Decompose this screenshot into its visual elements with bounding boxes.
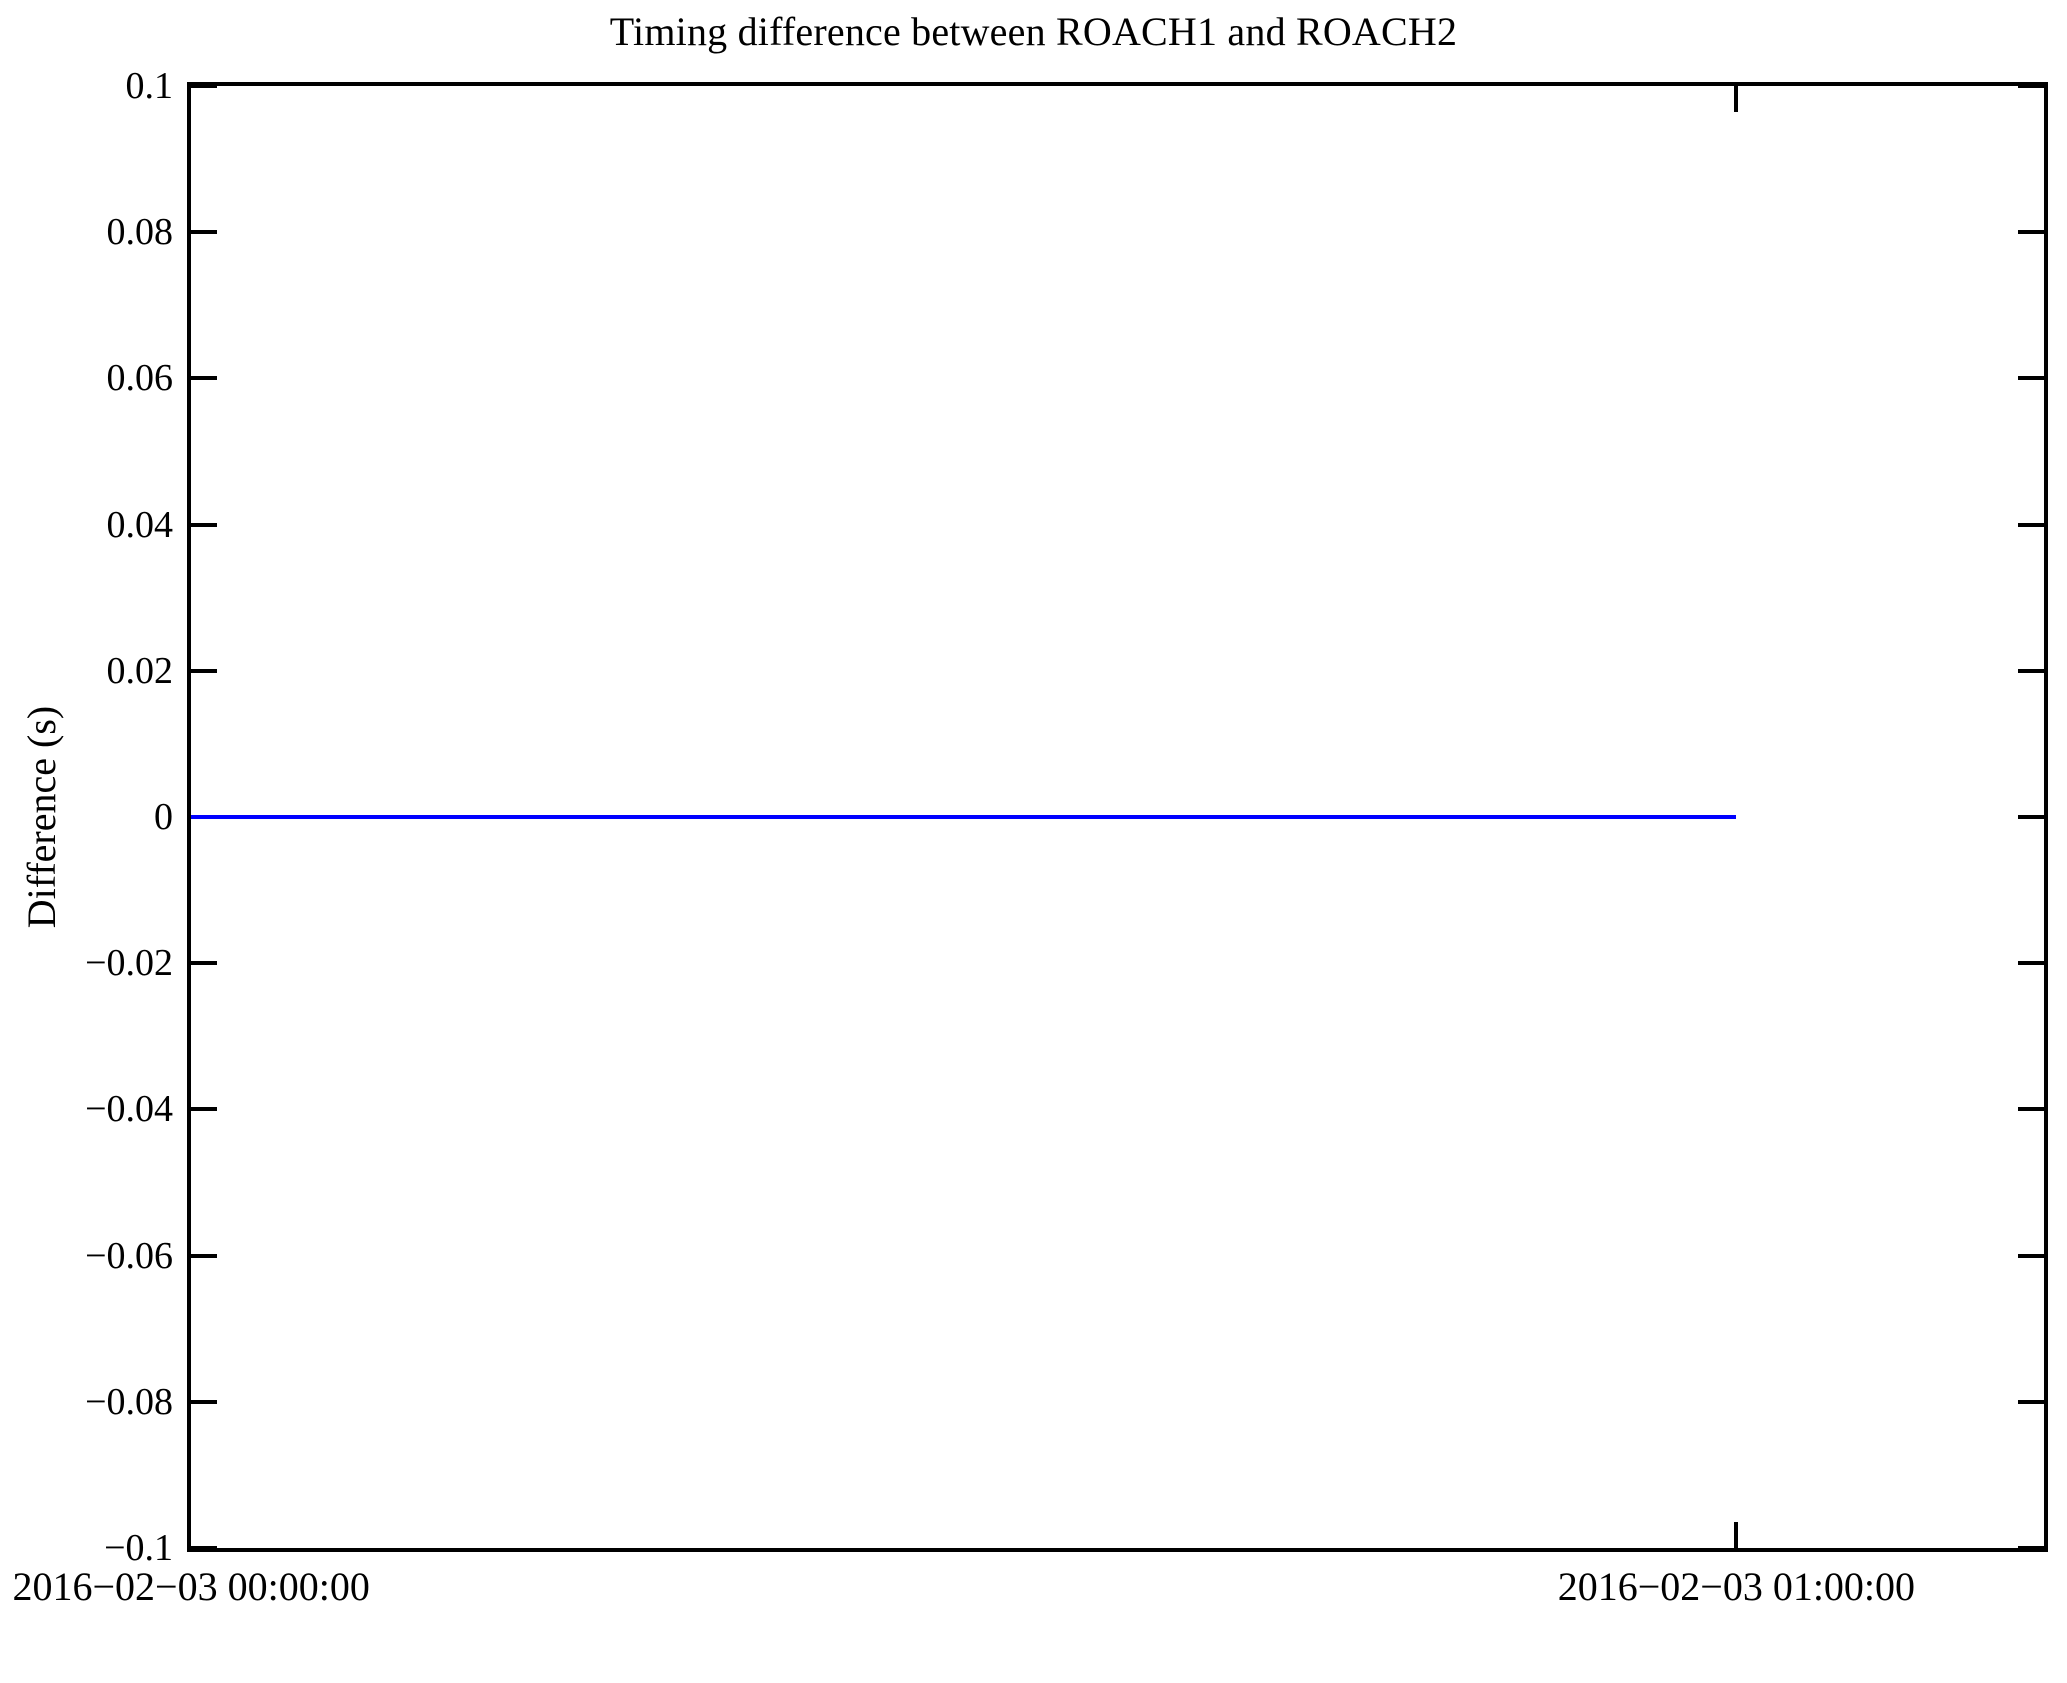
y-axis-tick	[191, 1253, 217, 1258]
chart-title: Timing difference between ROACH1 and ROA…	[609, 9, 1458, 54]
x-axis-tick	[1734, 1522, 1739, 1548]
y-axis-tick	[191, 1546, 217, 1550]
y-axis-tick-label: 0.1	[125, 65, 174, 107]
plot-surface	[191, 84, 2044, 1550]
y-axis-tick	[2018, 1546, 2044, 1550]
y-axis-tick	[191, 84, 217, 88]
y-axis-tick	[2018, 1253, 2044, 1258]
y-axis-tick-label: 0.02	[106, 649, 174, 692]
plot-frame	[187, 82, 2048, 1552]
y-axis-tick	[191, 522, 217, 527]
x-axis-tick-label: 2016−02−03 00:00:00	[12, 1564, 370, 1609]
y-axis-tick	[191, 1399, 217, 1404]
y-axis-tick-label: −0.08	[85, 1380, 173, 1423]
y-axis-tick	[2018, 522, 2044, 527]
y-axis-tick	[2018, 1107, 2044, 1112]
y-axis-tick-label: 0.08	[106, 211, 174, 254]
y-axis-tick-label: 0.04	[106, 503, 174, 546]
y-axis-tick	[2018, 84, 2044, 88]
y-axis-tick	[191, 230, 217, 235]
y-axis-tick	[191, 376, 217, 381]
y-axis-tick-label: −0.06	[85, 1234, 173, 1277]
y-axis-tick-label: 0.06	[106, 357, 174, 400]
y-axis-tick-label: −0.1	[104, 1527, 173, 1569]
y-axis-tick	[2018, 230, 2044, 235]
y-axis-tick	[2018, 815, 2044, 819]
y-axis-tick	[191, 1107, 217, 1112]
y-axis-tick-label: −0.04	[85, 1088, 173, 1131]
y-axis-tick	[191, 961, 217, 966]
series-line	[191, 815, 1737, 819]
y-axis-tick	[2018, 1399, 2044, 1404]
y-axis-tick-label: 0	[154, 796, 173, 838]
x-axis-tick	[1734, 86, 1739, 112]
x-axis-tick-label: 2016−02−03 01:00:00	[1557, 1564, 1916, 1609]
y-axis-tick	[2018, 961, 2044, 966]
y-axis-tick	[191, 668, 217, 673]
y-axis-tick	[2018, 376, 2044, 381]
y-axis-tick	[2018, 668, 2044, 673]
y-axis-tick-label: −0.02	[85, 942, 173, 985]
